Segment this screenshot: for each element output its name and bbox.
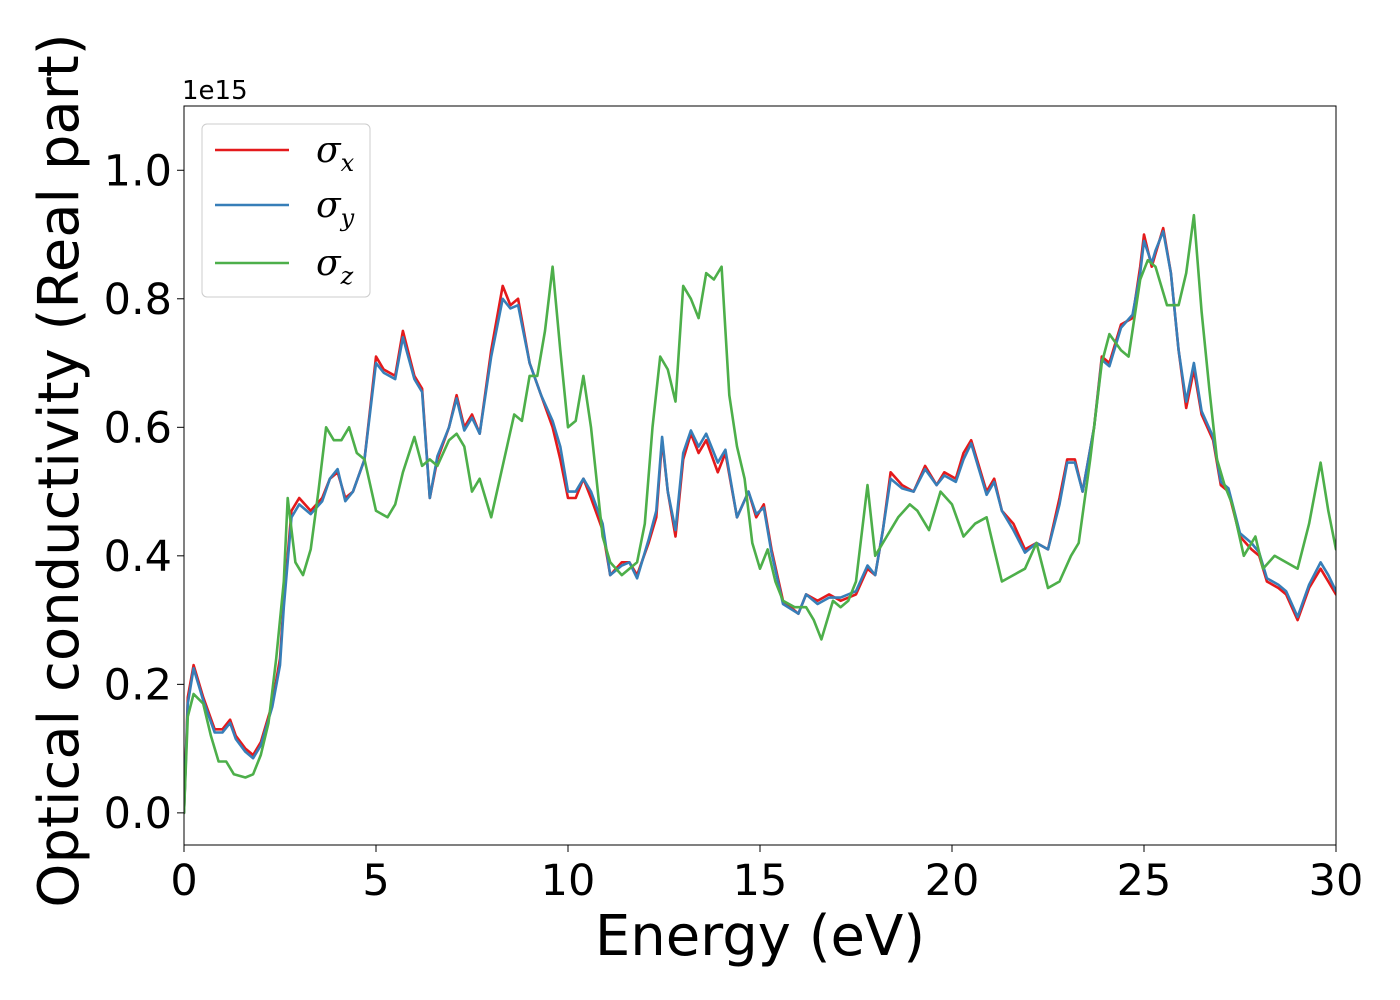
y-tick-label: 0.2 bbox=[104, 660, 172, 710]
y-tick-label: 0.6 bbox=[104, 403, 172, 453]
legend-label-z: σz bbox=[316, 243, 354, 290]
legend: σx σy σz bbox=[201, 123, 371, 298]
x-tick-label: 5 bbox=[362, 856, 389, 906]
y-tick-label: 0.0 bbox=[104, 789, 172, 839]
y-tick-label: 0.8 bbox=[104, 275, 172, 325]
y-tick-label: 1.0 bbox=[104, 146, 172, 196]
x-tick-label: 0 bbox=[170, 856, 197, 906]
y-axis-title: Optical conductivity (Real part) bbox=[27, 33, 92, 907]
x-tick-label: 10 bbox=[541, 856, 596, 906]
legend-label-x: σx bbox=[316, 130, 355, 177]
y-axis-ticks: 0.0 0.2 0.4 0.6 0.8 1.0 bbox=[104, 146, 184, 839]
legend-label-y: σy bbox=[316, 185, 355, 232]
legend-box bbox=[201, 123, 371, 298]
y-tick-label: 0.4 bbox=[104, 532, 172, 582]
series-line-y bbox=[184, 230, 1336, 815]
x-axis-ticks: 0 5 10 15 20 25 30 bbox=[170, 845, 1363, 906]
x-tick-label: 30 bbox=[1309, 856, 1364, 906]
x-axis-title: Energy (eV) bbox=[595, 904, 925, 969]
series-line-z bbox=[184, 213, 1336, 815]
x-tick-label: 25 bbox=[1117, 856, 1172, 906]
x-tick-label: 15 bbox=[733, 856, 788, 906]
x-tick-label: 20 bbox=[925, 856, 980, 906]
y-axis-offset-label: 1e15 bbox=[182, 76, 248, 106]
series-layer bbox=[184, 213, 1336, 815]
